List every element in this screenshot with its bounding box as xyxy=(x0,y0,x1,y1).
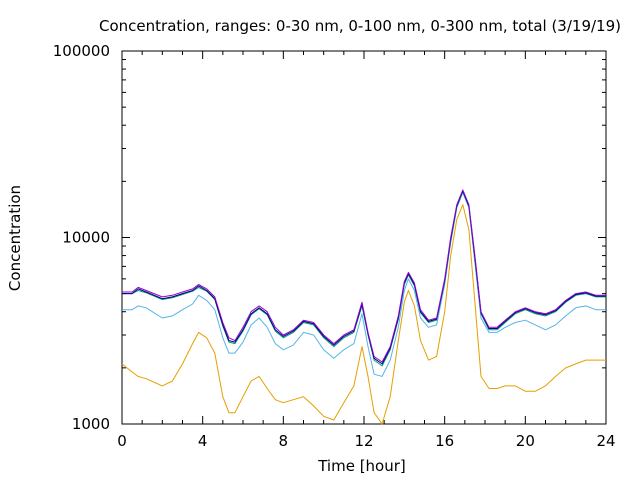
x-tick-label: 24 xyxy=(596,432,615,450)
major-ticks xyxy=(121,50,607,425)
plot-frame xyxy=(121,50,607,425)
x-tick-label: 0 xyxy=(117,432,127,450)
y-tick-label: 1000 xyxy=(72,415,110,433)
x-axis-label: Time [hour] xyxy=(317,457,406,475)
x-tick-label: 12 xyxy=(354,432,373,450)
x-tick-label: 8 xyxy=(279,432,289,450)
y-tick-labels: 1000 10000 100000 xyxy=(53,42,110,433)
x-tick-labels: 0 4 8 12 16 20 24 xyxy=(117,432,615,450)
y-tick-label: 10000 xyxy=(62,229,110,247)
x-tick-label: 20 xyxy=(516,432,535,450)
series-line-2 xyxy=(122,190,606,365)
y-axis-label: Concentration xyxy=(6,185,24,291)
series-layer xyxy=(121,189,606,425)
series-line-1 xyxy=(122,189,606,363)
series-line-5 xyxy=(121,204,606,425)
minor-ticks xyxy=(122,51,606,424)
series-line-3 xyxy=(122,191,606,367)
x-tick-label: 16 xyxy=(435,432,454,450)
y-tick-label: 100000 xyxy=(53,42,110,60)
chart-title: Concentration, ranges: 0-30 nm, 0-100 nm… xyxy=(99,17,621,35)
x-tick-label: 4 xyxy=(198,432,208,450)
series-line-4 xyxy=(122,192,606,377)
